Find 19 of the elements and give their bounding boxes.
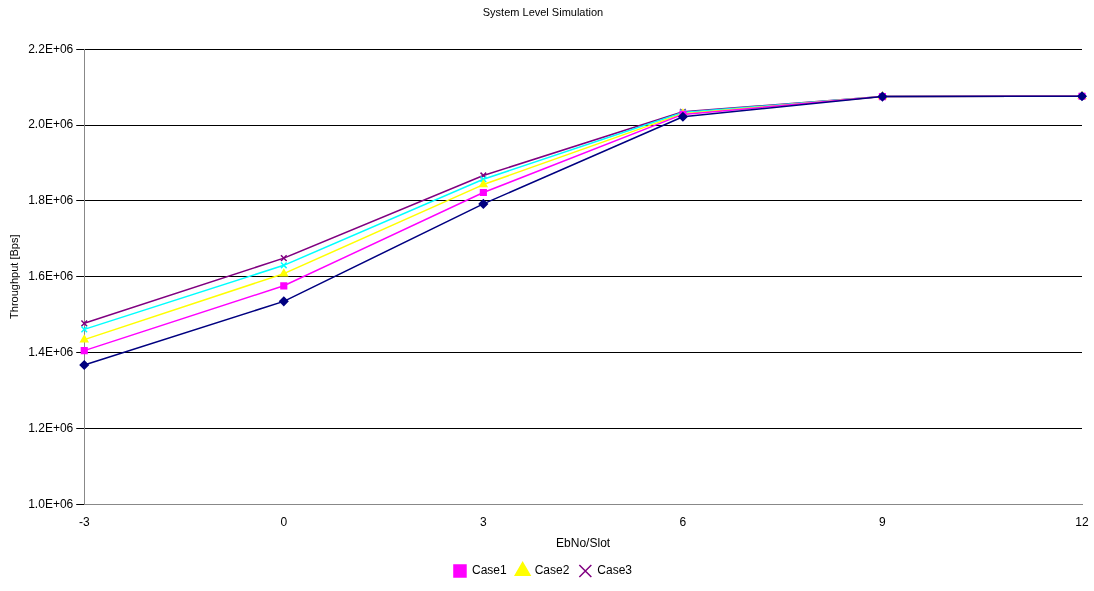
x-tick-label: 3 xyxy=(480,514,487,529)
y-tick-label: 1.8E+06 xyxy=(28,193,74,208)
y-tick-label: 1.0E+06 xyxy=(28,496,74,511)
legend-label: Case1 xyxy=(471,563,507,578)
x-tick-label: 9 xyxy=(879,514,887,529)
x-tick-label: 12 xyxy=(1075,514,1089,529)
y-tick-label: 1.4E+06 xyxy=(28,344,74,359)
x-tick-label: -3 xyxy=(78,514,90,529)
y-tick-label: 2.2E+06 xyxy=(28,41,74,56)
x-axis-title: EbNo/Slot xyxy=(556,536,611,551)
legend-label: Case2 xyxy=(534,563,570,578)
chart-title: System Level Simulation xyxy=(482,5,604,18)
legend-label: Case3 xyxy=(597,563,633,578)
y-tick-label: 1.2E+06 xyxy=(28,420,74,435)
y-tick-label: 1.6E+06 xyxy=(28,269,74,284)
x-tick-label: 0 xyxy=(280,514,288,529)
y-axis-title: Throughput [Bps] xyxy=(7,234,20,319)
y-tick-label: 2.0E+06 xyxy=(28,117,74,132)
x-tick-label: 6 xyxy=(679,514,687,529)
